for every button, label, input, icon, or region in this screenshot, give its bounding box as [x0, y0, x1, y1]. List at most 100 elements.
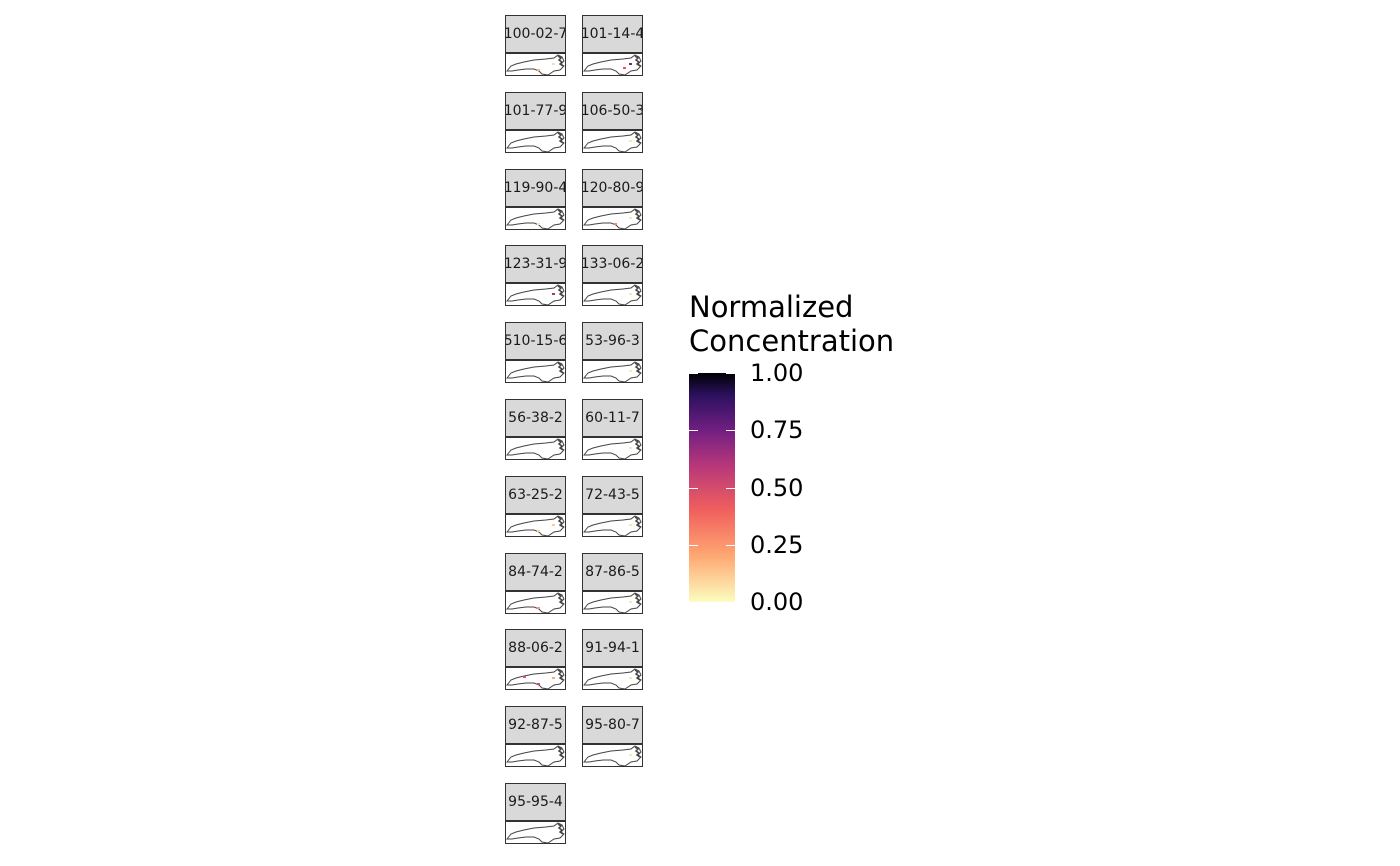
- state-outline: [506, 822, 565, 843]
- coastline-detail: [634, 516, 641, 528]
- facet-label: 106-50-3: [582, 103, 643, 119]
- coastline-detail: [634, 285, 641, 297]
- colorbar: [689, 373, 735, 602]
- facet-panel: 53-96-3: [582, 322, 643, 383]
- facet-panel: 101-14-4: [582, 15, 643, 76]
- concentration-point: [614, 223, 617, 225]
- facet-label: 100-02-7: [505, 26, 566, 42]
- facet-map: [582, 130, 643, 153]
- nc-map-svg: [506, 284, 565, 305]
- colorbar-tick: [689, 430, 698, 431]
- nc-map-svg: [506, 131, 565, 152]
- facet-panel: 91-94-1: [582, 629, 643, 690]
- facet-strip: 56-38-2: [505, 399, 566, 437]
- colorbar-tick: [689, 488, 698, 489]
- facet-panel: 123-31-9: [505, 245, 566, 306]
- state-outline: [583, 438, 642, 459]
- facet-panel: 95-95-4: [505, 783, 566, 844]
- facet-panel: 72-43-5: [582, 476, 643, 537]
- facet-map: [582, 207, 643, 230]
- concentration-point: [629, 447, 632, 449]
- state-outline: [583, 208, 642, 229]
- coastline-detail: [557, 516, 564, 528]
- colorbar-tick: [689, 602, 698, 603]
- nc-map-svg: [506, 361, 565, 382]
- facet-panel: 63-25-2: [505, 476, 566, 537]
- facet-map: [505, 667, 566, 690]
- nc-map-svg: [583, 668, 642, 689]
- coastline-detail: [634, 439, 641, 451]
- facet-map: [582, 667, 643, 690]
- colorbar-tick: [689, 545, 698, 546]
- facet-strip: 60-11-7: [582, 399, 643, 437]
- coastline-detail: [557, 55, 564, 67]
- nc-map-svg: [506, 668, 565, 689]
- facet-panel: 92-87-5: [505, 706, 566, 767]
- facet-strip: 53-96-3: [582, 322, 643, 360]
- state-outline: [506, 131, 565, 152]
- colorbar-tick: [726, 602, 735, 603]
- facet-label: 91-94-1: [585, 640, 640, 656]
- nc-map-svg: [506, 745, 565, 766]
- concentration-point: [629, 677, 632, 679]
- coastline-detail: [557, 746, 564, 758]
- facet-label: 133-06-2: [582, 256, 643, 272]
- coastline-detail: [634, 362, 641, 374]
- facet-panel: 133-06-2: [582, 245, 643, 306]
- facet-label: 101-14-4: [582, 26, 643, 42]
- state-outline: [506, 745, 565, 766]
- coastline-detail: [557, 823, 564, 835]
- concentration-point: [629, 524, 632, 526]
- state-outline: [506, 668, 565, 689]
- state-outline: [583, 668, 642, 689]
- facet-panel: 101-77-9: [505, 92, 566, 153]
- facet-label: 56-38-2: [508, 410, 563, 426]
- facet-map: [505, 360, 566, 383]
- facet-strip: 63-25-2: [505, 476, 566, 514]
- coastline-detail: [557, 132, 564, 144]
- colorbar-tick-label: 0.25: [750, 531, 804, 559]
- state-outline: [583, 131, 642, 152]
- facet-strip: 119-90-4: [505, 169, 566, 207]
- legend-title-line2: Concentration: [689, 324, 895, 358]
- nc-map-svg: [583, 131, 642, 152]
- nc-map-svg: [583, 515, 642, 536]
- facet-label: 510-15-6: [505, 333, 566, 349]
- state-outline: [583, 745, 642, 766]
- state-outline: [583, 54, 642, 75]
- colorbar-tick: [726, 373, 735, 374]
- state-outline: [583, 592, 642, 613]
- state-outline: [583, 515, 642, 536]
- nc-map-svg: [583, 592, 642, 613]
- facet-panel: 510-15-6: [505, 322, 566, 383]
- nc-map-svg: [506, 592, 565, 613]
- facet-map: [505, 591, 566, 614]
- concentration-point: [629, 217, 632, 219]
- concentration-point: [537, 69, 540, 71]
- concentration-point: [537, 530, 540, 532]
- colorbar-tick: [726, 545, 735, 546]
- facet-label: 60-11-7: [585, 410, 640, 426]
- color-legend: Normalized Concentration 1.00 0.75 0.50 0.2…: [689, 290, 929, 614]
- concentration-point: [629, 140, 632, 142]
- concentration-point: [552, 677, 555, 679]
- facet-label: 53-96-3: [585, 333, 640, 349]
- state-outline: [506, 592, 565, 613]
- facet-map: [582, 437, 643, 460]
- coastline-detail: [634, 55, 641, 67]
- concentration-point: [537, 607, 540, 609]
- facet-panel: 56-38-2: [505, 399, 566, 460]
- facet-map: [582, 514, 643, 537]
- state-outline: [506, 361, 565, 382]
- state-outline: [506, 284, 565, 305]
- coastline-detail: [634, 746, 641, 758]
- legend-title-line1: Normalized: [689, 290, 854, 324]
- facet-map: [582, 53, 643, 76]
- colorbar-tick: [726, 430, 735, 431]
- facet-label: 95-80-7: [585, 717, 640, 733]
- facet-label: 63-25-2: [508, 487, 563, 503]
- coastline-detail: [557, 439, 564, 451]
- coastline-detail: [634, 209, 641, 221]
- facet-strip: 101-14-4: [582, 15, 643, 53]
